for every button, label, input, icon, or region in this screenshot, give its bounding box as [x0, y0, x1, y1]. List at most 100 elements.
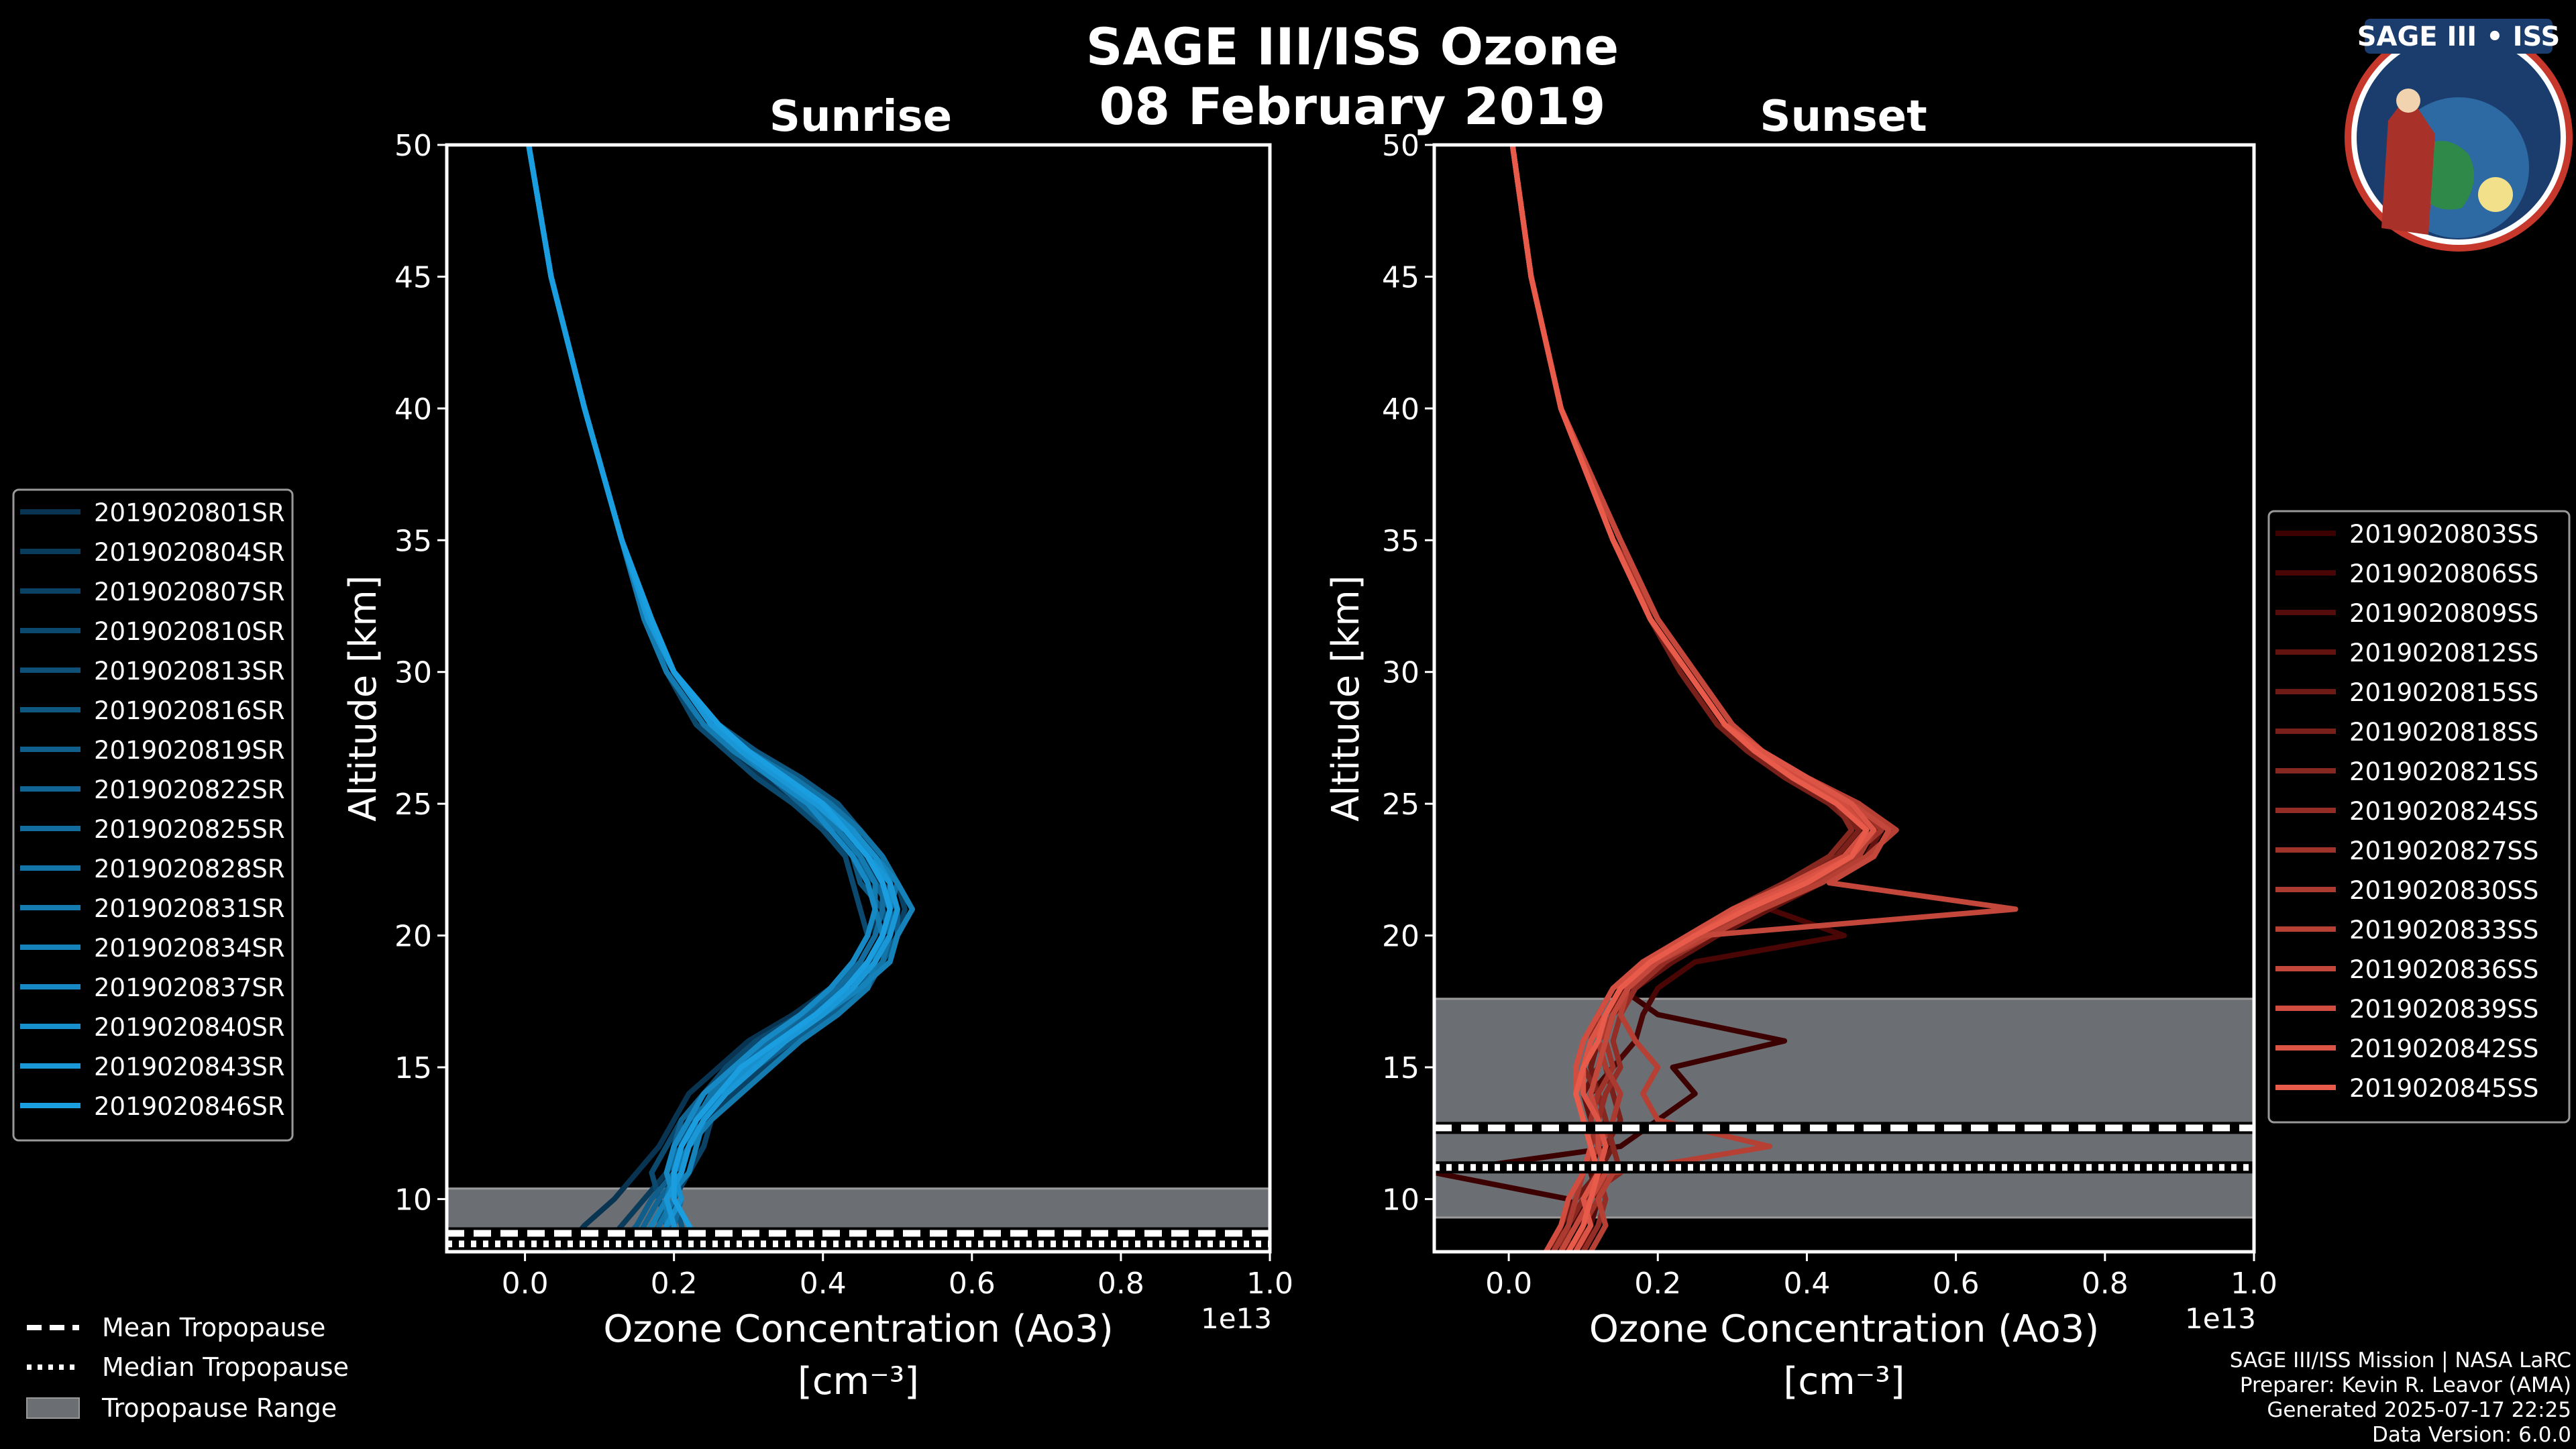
y-tick-label: 35: [1382, 524, 1419, 558]
y-tick-label: 30: [1382, 656, 1419, 690]
legend-frame: [12, 488, 294, 1142]
y-tick-label: 50: [1382, 129, 1419, 163]
legend-entry: 2019020834SR: [94, 934, 285, 963]
legend-entry: 2019020818SS: [2349, 718, 2538, 747]
y-tick-label: 45: [1382, 260, 1419, 294]
x-tick-label: 0.8: [2082, 1267, 2129, 1301]
x-tick-label: 0.8: [1097, 1267, 1144, 1301]
tropopause-range-label: Tropopause Range: [101, 1393, 337, 1423]
x-tick-label: 0.4: [800, 1267, 847, 1301]
x-multiplier-label: 1e13: [1201, 1302, 1272, 1335]
y-tick-label: 10: [1382, 1183, 1419, 1217]
footer-mission: SAGE III/ISS Mission | NASA LaRC: [2230, 1348, 2571, 1373]
footer-preparer: Preparer: Kevin R. Leavor (AMA): [2240, 1373, 2571, 1397]
x-tick-label: 0.6: [1933, 1267, 1980, 1301]
legend-entry: 2019020843SR: [94, 1053, 285, 1081]
x-tick-label: 0.0: [502, 1267, 549, 1301]
tropopause-legend: Mean Tropopause Median Tropopause Tropop…: [26, 1313, 349, 1423]
x-tick-label: 0.4: [1783, 1267, 1830, 1301]
y-tick-label: 30: [394, 656, 432, 690]
sunrise-axes-frame: [445, 143, 1272, 1254]
legend-entry: 2019020827SS: [2349, 837, 2538, 865]
mean-tropopause-label: Mean Tropopause: [102, 1313, 325, 1342]
legend-entry: 2019020812SS: [2349, 639, 2538, 667]
legend-frame: [2267, 510, 2571, 1124]
legend-entry: 2019020801SR: [94, 498, 285, 527]
legend-entry: 2019020836SS: [2349, 955, 2538, 984]
y-tick-label: 25: [1382, 788, 1419, 822]
x-axis-label: Ozone Concentration (Ao3): [1589, 1307, 2099, 1351]
y-tick-label: 10: [394, 1183, 432, 1217]
y-tick-label: 50: [394, 129, 432, 163]
legend-entry: 2019020840SR: [94, 1013, 285, 1042]
footer-data-version: Data Version: 6.0.0: [2372, 1423, 2571, 1447]
x-tick-label: 0.0: [1485, 1267, 1532, 1301]
x-axis-label: Ozone Concentration (Ao3): [603, 1307, 1113, 1351]
logo-text: SAGE III • ISS: [2357, 21, 2561, 52]
sunset-legend: 2019020803SS 2019020806SS 2019020809SS 2019…: [2267, 510, 2571, 1124]
legend-entry: 2019020807SR: [94, 578, 285, 606]
tropopause-range-band: [1434, 998, 2254, 1219]
profile-line-2019020801SR: [526, 145, 878, 1252]
y-tick-label: 40: [394, 392, 432, 427]
y-tick-label: 15: [394, 1051, 432, 1085]
legend-entry: 2019020804SR: [94, 538, 285, 567]
legend-entry: 2019020828SR: [94, 855, 285, 883]
y-tick-label: 45: [394, 260, 432, 294]
sunset-subplot-title: Sunset: [1760, 92, 1927, 142]
legend-entry: 2019020837SR: [94, 973, 285, 1002]
sunrise-subplot-title: Sunrise: [769, 92, 952, 142]
x-axis-units: [cm⁻³]: [798, 1360, 919, 1403]
x-tick-label: 0.2: [651, 1267, 698, 1301]
figure-title-line2: 08 February 2019: [1099, 76, 1606, 136]
legend-entry: 2019020810SR: [94, 617, 285, 646]
sage-iss-logo: SAGE III • ISS: [2345, 19, 2573, 252]
y-tick-label: 20: [394, 920, 432, 954]
legend-entry: 2019020845SS: [2349, 1074, 2538, 1103]
sunrise-legend: 2019020801SR 2019020804SR 2019020807SR 2019…: [12, 488, 294, 1142]
y-tick-label: 15: [1382, 1051, 1419, 1085]
y-axis-label: Altitude [km]: [1324, 575, 1368, 821]
x-tick-label: 0.6: [949, 1267, 996, 1301]
x-axis-units: [cm⁻³]: [1783, 1360, 1904, 1403]
x-tick-label: 1.0: [2231, 1267, 2277, 1301]
sunset-axes-frame: [1432, 143, 2256, 1254]
legend-entry: 2019020825SR: [94, 815, 285, 844]
tropopause-range-swatch: [26, 1397, 80, 1419]
profile-line-2019020845SS: [1509, 145, 1870, 1252]
legend-entry: 2019020846SR: [94, 1092, 285, 1121]
y-tick-label: 20: [1382, 920, 1419, 954]
legend-entry: 2019020839SS: [2349, 995, 2538, 1024]
legend-entry: 2019020806SS: [2349, 559, 2538, 588]
sunrise-axes: Sunrise 0.0 0.2 0.4 0.6 0.8 1.0 10 15 20 25 30 35 40 4…: [12, 92, 1293, 1403]
profile-line-2019020836SS: [1509, 145, 2019, 1252]
legend-entry: 2019020816SR: [94, 696, 285, 725]
y-tick-label: 25: [394, 788, 432, 822]
footer-credits: SAGE III/ISS Mission | NASA LaRC Prepare…: [2230, 1348, 2571, 1447]
legend-entry: 2019020822SR: [94, 775, 285, 804]
x-multiplier-label: 1e13: [2185, 1302, 2256, 1335]
legend-entry: 2019020809SS: [2349, 599, 2538, 628]
median-tropopause-label: Median Tropopause: [102, 1352, 349, 1382]
y-tick-label: 40: [1382, 392, 1419, 427]
y-tick-label: 35: [394, 524, 432, 558]
legend-entry: 2019020842SS: [2349, 1034, 2538, 1063]
x-tick-label: 1.0: [1246, 1267, 1293, 1301]
legend-entry: 2019020833SS: [2349, 916, 2538, 945]
profile-line-2019020837SR: [526, 145, 878, 1252]
legend-entry: 2019020830SS: [2349, 876, 2538, 905]
y-axis-label: Altitude [km]: [341, 575, 385, 821]
figure-title-line1: SAGE III/ISS Ozone: [1086, 17, 1619, 76]
legend-entry: 2019020821SS: [2349, 757, 2538, 786]
x-tick-label: 0.2: [1634, 1267, 1681, 1301]
legend-entry: 2019020803SS: [2349, 520, 2538, 549]
profile-line-2019020846SR: [526, 145, 893, 1252]
footer-generated: Generated 2025-07-17 22:25: [2267, 1398, 2571, 1422]
legend-entry: 2019020815SS: [2349, 678, 2538, 707]
profile-line-2019020825SR: [526, 145, 885, 1252]
legend-entry: 2019020831SR: [94, 894, 285, 923]
legend-entry: 2019020824SS: [2349, 797, 2538, 826]
legend-entry: 2019020813SR: [94, 657, 285, 686]
legend-entry: 2019020819SR: [94, 736, 285, 765]
